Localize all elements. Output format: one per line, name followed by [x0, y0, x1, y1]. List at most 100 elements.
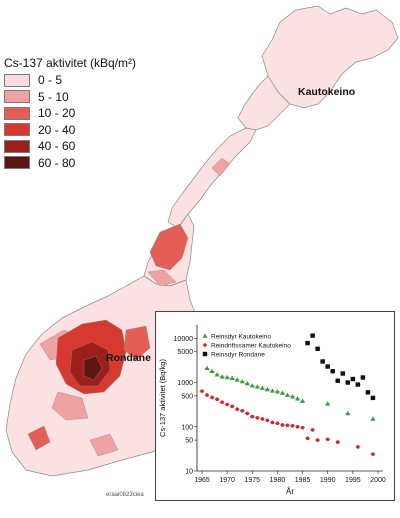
- data-point: [260, 417, 265, 421]
- data-point: [280, 390, 285, 395]
- data-point: [249, 383, 255, 388]
- data-point: [204, 365, 210, 371]
- data-point: [371, 452, 375, 456]
- x-tick-label: 1985: [295, 477, 311, 484]
- rondane-core-patch: [83, 355, 103, 381]
- data-point: [235, 407, 240, 411]
- data-point: [244, 380, 250, 386]
- place-label-rondane: Rondane: [106, 352, 151, 364]
- cs137-chart: 10 50 100 500 1000 5000 10000 1965 1970 1975 1980 1…: [155, 311, 395, 501]
- data-point: [365, 390, 371, 395]
- data-point: [325, 364, 330, 369]
- data-point: [203, 343, 207, 347]
- data-point: [225, 402, 229, 407]
- data-point: [330, 369, 335, 374]
- finnmark-region: [261, 5, 399, 109]
- y-tick-label: 500: [181, 393, 193, 400]
- data-point: [255, 415, 260, 420]
- data-point: [270, 388, 275, 393]
- legend-row: 0 - 5: [4, 72, 75, 89]
- data-point: [202, 351, 208, 357]
- legend-swatch: [4, 139, 30, 153]
- legend-row: 60 - 80: [4, 155, 75, 172]
- legend-row: 20 - 40: [4, 122, 75, 139]
- data-point: [215, 397, 219, 402]
- data-point: [356, 445, 360, 449]
- legend-swatch: [4, 90, 30, 104]
- telemark-patch: [27, 425, 51, 451]
- data-point: [335, 440, 340, 444]
- data-point: [224, 374, 230, 380]
- y-axis-label: Cs-137 aktivitet (Bq/kg): [158, 359, 167, 437]
- data-point: [220, 400, 224, 404]
- x-tick-label: 2000: [370, 477, 386, 484]
- data-point: [205, 393, 209, 397]
- data-point: [275, 421, 280, 426]
- data-point: [210, 395, 214, 400]
- data-point: [325, 437, 330, 442]
- y-tick-label: 100: [181, 424, 193, 431]
- data-point: [315, 438, 320, 442]
- data-point: [305, 436, 310, 441]
- contamination-patches: [27, 157, 231, 457]
- x-tick-label: 1990: [320, 477, 336, 484]
- data-point: [315, 346, 320, 351]
- legend-label: 0 - 5: [38, 73, 63, 88]
- data-point: [285, 423, 290, 428]
- data-point: [300, 425, 305, 430]
- x-tick-label: 1970: [219, 477, 235, 484]
- data-point: [335, 378, 340, 383]
- legend-title: Cs-137 aktivitet (kBq/m²): [4, 56, 137, 70]
- data-point: [350, 376, 356, 382]
- agder-patch: [89, 433, 119, 457]
- data-point: [290, 394, 295, 399]
- data-point: [264, 386, 270, 392]
- x-tick-label: 1980: [270, 477, 286, 484]
- valdres-patch: [51, 391, 89, 421]
- data-point: [280, 423, 285, 427]
- legend-swatch: [4, 73, 30, 87]
- y-tick-label: 10: [185, 469, 193, 476]
- data-point: [209, 368, 215, 374]
- data-point: [239, 379, 245, 384]
- data-point: [254, 384, 260, 389]
- data-point: [234, 377, 240, 382]
- data-point: [355, 382, 361, 387]
- y-tick-label: 10000: [174, 336, 194, 343]
- legend-label: 5 - 10: [38, 89, 69, 104]
- x-tick-label: 1965: [194, 477, 210, 484]
- data-point: [340, 371, 345, 376]
- chart-legend-label: Reinsdyr Rondane: [211, 352, 265, 359]
- data-point: [270, 420, 275, 425]
- hedmark-patch: [123, 325, 151, 361]
- data-point: [295, 396, 300, 401]
- data-point: [325, 401, 331, 406]
- legend-label: 10 - 20: [38, 106, 76, 121]
- data-point: [310, 428, 315, 432]
- y-tick-label: 1000: [177, 380, 193, 387]
- credit-text: eraai0823ciea: [106, 492, 144, 498]
- legend-swatch: [4, 106, 30, 120]
- data-point: [345, 380, 351, 385]
- trondelag-patch-1: [149, 223, 189, 271]
- x-axis-label: År: [286, 487, 294, 496]
- data-point: [370, 395, 376, 401]
- data-point: [305, 340, 310, 346]
- legend-label: 40 - 60: [38, 139, 76, 154]
- data-point: [285, 392, 290, 397]
- nordland-patch: [211, 157, 231, 177]
- trondelag-patch-2: [147, 269, 177, 287]
- legend-swatch: [4, 123, 30, 137]
- legend-swatch: [4, 156, 30, 170]
- data-point: [345, 410, 351, 416]
- data-point: [265, 418, 270, 423]
- data-point: [290, 424, 295, 428]
- y-tick-label: 5000: [177, 349, 193, 356]
- chart-legend-label: Reinsdyr Kautokeino: [211, 334, 271, 341]
- data-point: [214, 372, 220, 377]
- data-point: [370, 416, 376, 421]
- data-point: [275, 389, 280, 394]
- legend-row: 40 - 60: [4, 138, 75, 155]
- x-tick-label: 1995: [345, 477, 361, 484]
